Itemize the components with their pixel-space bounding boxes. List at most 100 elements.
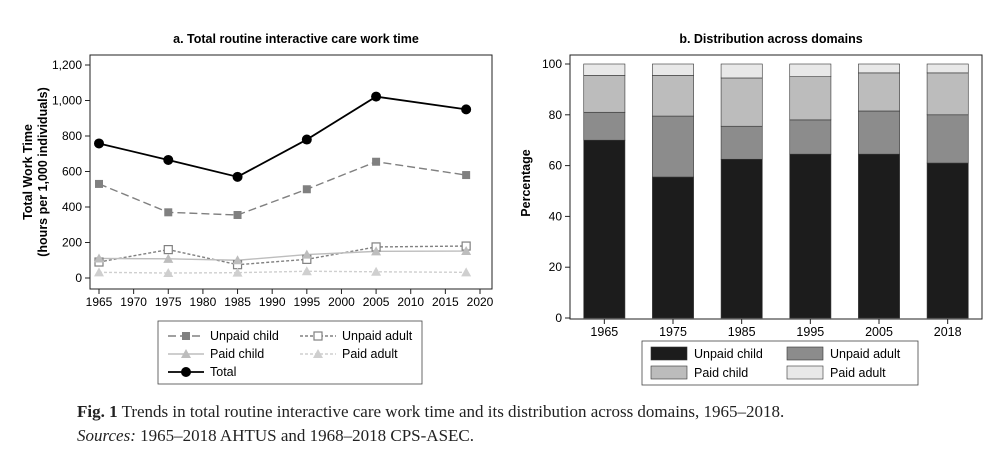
panel-a-x-tick-label: 1965	[86, 295, 113, 309]
data-point-unpaid-adult	[163, 245, 173, 255]
data-point-paid-child	[163, 253, 174, 263]
data-point-total	[301, 134, 312, 145]
legend-marker-total	[181, 367, 191, 377]
legend-label-paid-adult: Paid adult	[830, 366, 886, 380]
bar-segment-unpaid-child	[583, 139, 626, 319]
legend-label-unpaid-child: Unpaid child	[210, 329, 279, 343]
panel-a-y-axis-label: Total Work Time (hours per 1,000 individ…	[21, 87, 50, 257]
panel-b-x-tick-label: 2005	[865, 325, 893, 339]
bar-segment-unpaid-adult	[652, 115, 694, 178]
panel-a-x-tick-label: 2020	[467, 295, 494, 309]
legend-marker-paid-adult	[313, 349, 323, 358]
data-point-paid-adult	[232, 267, 243, 277]
data-point-paid-adult	[163, 268, 174, 278]
panel-a-y-tick-label: 800	[62, 129, 82, 143]
legend-label-paid-child: Paid child	[210, 347, 264, 361]
sources-text: 1965–2018 AHTUS and 1968–2018 CPS-ASEC.	[140, 426, 474, 445]
legend-swatch-paid-adult	[786, 365, 824, 380]
panel-a-y-tick-label: 200	[62, 236, 82, 250]
bar-segment-paid-child	[789, 76, 832, 121]
data-point-paid-child	[461, 246, 472, 256]
bar-segment-unpaid-child	[926, 162, 969, 319]
panel-a-title: a. Total routine interactive care work t…	[173, 32, 419, 46]
panel-b-y-axis-label: Percentage	[519, 149, 533, 216]
bar-segment-paid-child	[720, 77, 763, 127]
data-point-paid-child	[232, 255, 243, 265]
panel-a-x-tick-label: 2015	[432, 295, 459, 309]
legend-swatch-unpaid-adult	[786, 346, 824, 361]
bar-segment-paid-adult	[926, 63, 969, 74]
panel-b-stacked-bar-chart: b. Distribution across domains Percentag…	[519, 32, 983, 386]
bar-segment-paid-child	[926, 72, 969, 116]
panel-b-x-tick-label: 1985	[728, 325, 756, 339]
data-point-paid-child	[94, 253, 104, 263]
data-point-total	[461, 104, 472, 115]
bar-segment-paid-child	[652, 75, 694, 117]
panel-a-legend-box	[157, 320, 423, 385]
panel-b-y-tick-label: 60	[549, 159, 563, 173]
panel-b-y-tick-label: 80	[549, 108, 563, 122]
legend-swatch-paid-child	[650, 365, 688, 380]
panel-a-y-tick-label: 600	[62, 165, 82, 179]
data-point-paid-adult	[301, 266, 312, 276]
bar-segment-paid-adult	[652, 63, 694, 76]
data-point-unpaid-child	[164, 208, 173, 217]
panel-a-x-tick-label: 2010	[397, 295, 424, 309]
panel-a-legend: Unpaid child Unpaid adult Paid child Paid a…	[157, 320, 423, 385]
panel-b-x-tick-label: 1995	[796, 325, 824, 339]
series-line-total	[98, 95, 467, 178]
series-line-paid-child	[98, 250, 467, 261]
data-point-unpaid-child	[95, 179, 103, 188]
data-point-total	[232, 171, 243, 182]
bar-segment-paid-adult	[789, 63, 832, 77]
legend-marker-unpaid-child	[182, 332, 190, 340]
sources-label: Sources:	[77, 426, 136, 445]
panel-a-y-tick-label: 400	[62, 200, 82, 214]
panel-b-y-tick-label: 40	[549, 209, 563, 223]
panel-b-title: b. Distribution across domains	[679, 32, 862, 46]
panel-b-legend: Unpaid child Unpaid adult Paid child Paid a…	[641, 340, 919, 386]
panel-a-x-tick-label: 2005	[363, 295, 390, 309]
bar-segment-unpaid-child	[858, 153, 900, 319]
panel-a-line-chart: a. Total routine interactive care work t…	[21, 32, 494, 385]
panel-a-y-tick-label: 0	[75, 271, 82, 285]
panel-a-x-tick-label: 2000	[328, 295, 355, 309]
data-point-unpaid-child	[302, 185, 311, 194]
panel-a-y-tick-label: 1,200	[52, 58, 82, 72]
legend-label-total: Total	[210, 365, 236, 379]
data-point-paid-child	[371, 246, 382, 256]
panel-a-y-label-line2: (hours per 1,000 individuals)	[36, 87, 50, 257]
bar-segment-unpaid-adult	[858, 110, 900, 155]
panel-b-x-tick-label: 2018	[934, 325, 962, 339]
data-point-total	[163, 154, 174, 165]
bar-segment-unpaid-adult	[720, 125, 763, 160]
panel-b-y-tick-label: 0	[555, 311, 562, 325]
panel-b-plot-area	[569, 54, 983, 320]
panel-a-x-tick-label: 1985	[224, 295, 251, 309]
data-point-unpaid-child	[462, 171, 471, 180]
bar-segment-paid-adult	[583, 63, 626, 76]
panel-a-x-tick-label: 1980	[190, 295, 217, 309]
legend-label-paid-child: Paid child	[694, 366, 748, 380]
bar-segment-paid-child	[583, 75, 626, 113]
figure-sources: Sources: 1965–2018 AHTUS and 1968–2018 C…	[77, 426, 977, 446]
panel-b-y-tick-label: 100	[542, 57, 562, 71]
data-point-paid-child	[301, 249, 312, 259]
bar-segment-unpaid-adult	[789, 119, 832, 155]
panel-a-x-tick-label: 1995	[293, 295, 320, 309]
caption-text: Trends in total routine interactive care…	[121, 402, 785, 421]
legend-marker-paid-child	[181, 349, 191, 358]
panel-a-x-tick-label: 1970	[120, 295, 147, 309]
series-line-unpaid-child	[98, 161, 467, 216]
data-point-paid-adult	[94, 267, 104, 277]
bar-segment-unpaid-child	[652, 176, 694, 319]
legend-label-unpaid-child: Unpaid child	[694, 347, 763, 361]
bar-segment-paid-adult	[858, 63, 900, 74]
bar-segment-unpaid-child	[720, 158, 763, 319]
bar-segment-unpaid-child	[789, 153, 832, 319]
data-point-paid-adult	[371, 266, 382, 276]
panel-a-x-tick-label: 1975	[155, 295, 182, 309]
panel-b-legend-box	[641, 340, 919, 386]
bar-segment-paid-child	[858, 72, 900, 112]
figure-label: Fig. 1	[77, 402, 118, 421]
